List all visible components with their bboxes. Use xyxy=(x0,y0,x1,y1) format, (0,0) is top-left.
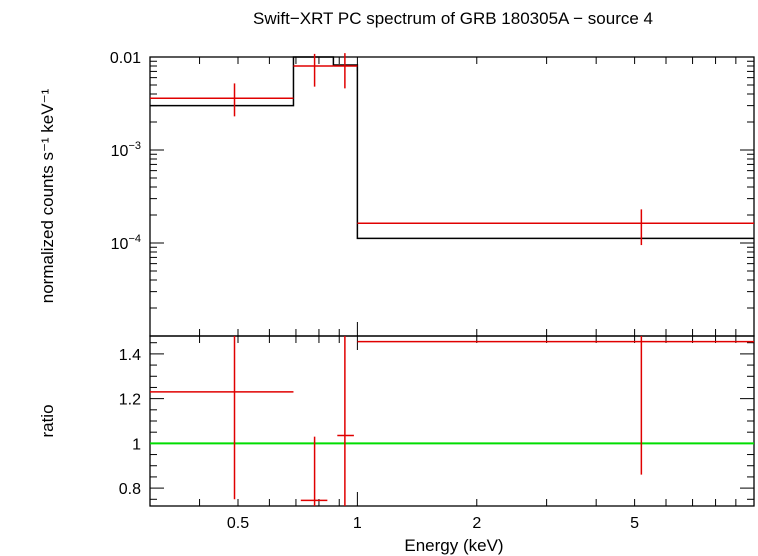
y-tick-label: 1.2 xyxy=(119,392,141,409)
x-axis-label: Energy (keV) xyxy=(404,536,503,555)
x-tick-label: 1 xyxy=(353,515,362,532)
model-step-line xyxy=(150,56,754,240)
y-tick-label: 1.4 xyxy=(119,347,141,364)
y-tick-label: 1 xyxy=(132,436,141,453)
y-axis-label-spectrum: normalized counts s⁻¹ keV⁻¹ xyxy=(38,88,57,303)
ratio-frame xyxy=(149,335,755,507)
ratio-panel: 0.8 1 1.2 1.4 0.5 1 2 5 xyxy=(119,335,755,532)
spectrum-y-tick-labels: 0.01 10−3 10−4 xyxy=(110,50,141,253)
y-tick-label: 0.8 xyxy=(119,481,141,498)
x-tick-label: 5 xyxy=(630,515,639,532)
y-tick-label: 10−4 xyxy=(111,233,141,253)
ratio-ticks xyxy=(149,336,755,506)
x-tick-label: 2 xyxy=(472,515,481,532)
x-tick-labels: 0.5 1 2 5 xyxy=(227,515,639,532)
y-tick-label: 0.01 xyxy=(110,50,141,67)
x-tick-label: 0.5 xyxy=(227,515,249,532)
spectrum-data xyxy=(150,53,754,246)
ratio-y-tick-labels: 0.8 1 1.2 1.4 xyxy=(119,347,141,498)
y-axis-label-ratio: ratio xyxy=(38,404,57,437)
model-curve xyxy=(150,56,754,240)
ratio-data xyxy=(150,336,754,506)
y-tick-label: 10−3 xyxy=(111,140,141,160)
spectrum-ticks xyxy=(149,56,755,337)
spectrum-panel: 0.01 10−3 10−4 xyxy=(110,50,755,337)
chart-title: Swift−XRT PC spectrum of GRB 180305A − s… xyxy=(253,9,653,28)
